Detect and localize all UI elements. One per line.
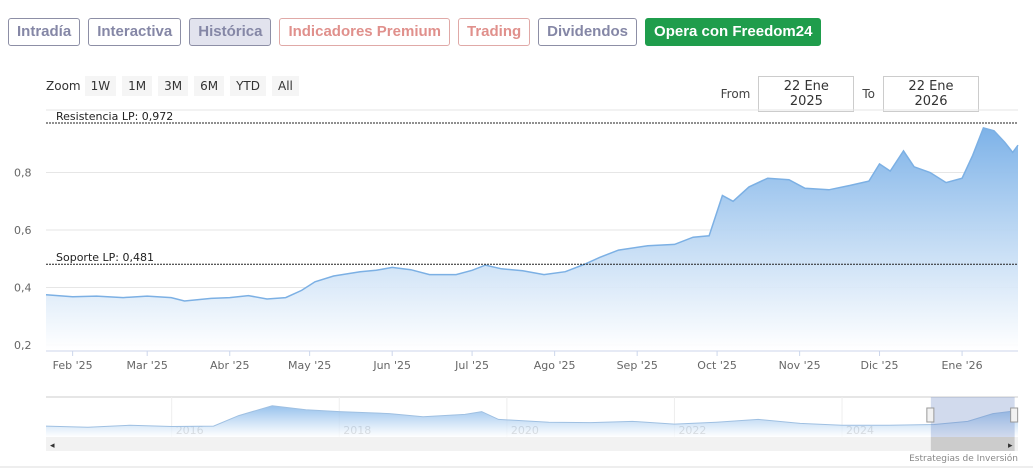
scrollbar-thumb[interactable] <box>930 437 1015 451</box>
x-tick-label: Abr '25 <box>210 359 250 372</box>
tab-2[interactable]: Histórica <box>189 18 272 46</box>
price-area <box>46 127 1018 351</box>
to-label: To <box>862 87 875 101</box>
navigator-handle[interactable] <box>1010 407 1019 423</box>
y-tick-label: 0,4 <box>14 282 32 295</box>
plotline-label: Resistencia LP: 0,972 <box>56 110 173 123</box>
scroll-right-arrow[interactable]: ▸ <box>1008 441 1013 451</box>
x-tick-label: Jul '25 <box>454 359 489 372</box>
x-tick-label: May '25 <box>288 359 331 372</box>
from-date-input[interactable]: 22 Ene 2025 <box>758 76 855 112</box>
date-range: From 22 Ene 2025 To 22 Ene 2026 <box>721 76 979 112</box>
zoom-button[interactable]: All <box>272 76 299 96</box>
zoom-button[interactable]: 6M <box>194 76 225 96</box>
x-tick-label: Feb '25 <box>53 359 93 372</box>
from-label: From <box>720 87 751 101</box>
tab-5[interactable]: Dividendos <box>538 18 638 46</box>
y-tick-label: 0,2 <box>14 339 32 352</box>
navigator-line <box>45 405 1019 428</box>
x-tick-label: Ago '25 <box>534 359 576 372</box>
x-tick-label: Sep '25 <box>617 359 658 372</box>
zoom-label: Zoom <box>46 79 81 93</box>
x-tick-label: Mar '25 <box>127 359 168 372</box>
zoom-selector: Zoom 1W 1M 3M 6M YTD All <box>46 76 299 96</box>
to-date-input[interactable]: 22 Ene 2026 <box>883 76 979 112</box>
x-tick-label: Oct '25 <box>697 359 737 372</box>
scroll-left-arrow[interactable]: ◂ <box>50 441 55 451</box>
tab-3[interactable]: Indicadores Premium <box>279 18 450 46</box>
zoom-button[interactable]: 1M <box>122 76 153 96</box>
price-line <box>45 126 1019 302</box>
x-tick-label: Dic '25 <box>860 359 898 372</box>
scrollbar-track[interactable] <box>46 437 1018 451</box>
tab-0[interactable]: Intradía <box>8 18 81 46</box>
zoom-button[interactable]: 3M <box>158 76 189 96</box>
x-tick-label: Ene '26 <box>941 359 982 372</box>
credits-link[interactable]: Estrategias de Inversión <box>909 453 1018 464</box>
zoom-button[interactable]: YTD <box>230 76 266 96</box>
x-tick-label: Nov '25 <box>779 359 821 372</box>
y-tick-label: 0,6 <box>14 224 32 237</box>
zoom-button[interactable]: 1W <box>84 76 117 96</box>
tab-1[interactable]: Interactiva <box>88 18 182 46</box>
plotline-label: Soporte LP: 0,481 <box>56 251 154 264</box>
tab-4[interactable]: Trading <box>458 18 531 46</box>
y-tick-label: 0,8 <box>14 167 32 180</box>
tab-6[interactable]: Opera con Freedom24 <box>645 18 822 46</box>
x-tick-label: Jun '25 <box>372 359 411 372</box>
chart-tabs: Intradía Interactiva Histórica Indicadores … <box>8 18 822 46</box>
navigator-handle[interactable] <box>926 407 935 423</box>
navigator-selection[interactable] <box>930 397 1015 437</box>
